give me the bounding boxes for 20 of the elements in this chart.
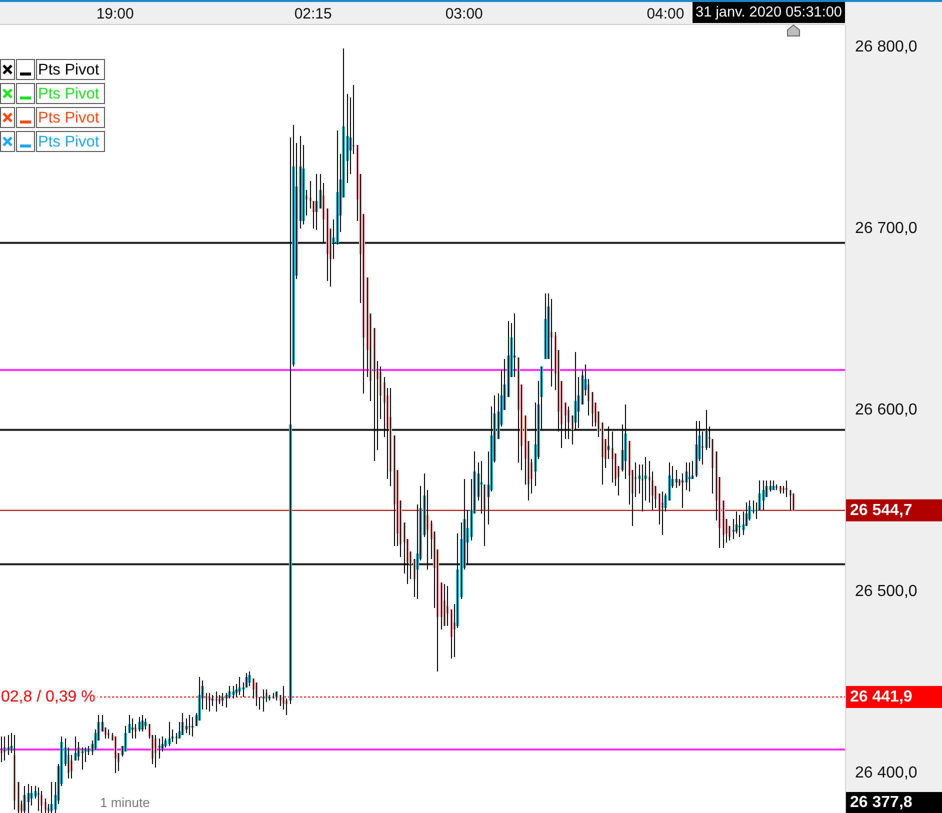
text: 26 377,8	[850, 794, 912, 811]
ref-line-label: 26 441,9	[850, 688, 912, 706]
y-tick-label: 26 400,0	[855, 764, 918, 782]
annotation: 02,8 / 0,39 %	[1, 688, 96, 706]
ref-line-label: 26 544,7	[850, 502, 912, 519]
x-tick-label: 19:00	[96, 6, 134, 22]
y-tick-label: 26 600,0	[855, 401, 918, 418]
x-tick-label: 04:00	[646, 6, 684, 22]
y-tick-label: 26 500,0	[855, 582, 918, 600]
x-tick-label: 02:15	[294, 6, 332, 22]
y-tick-label: 26 700,0	[855, 220, 918, 237]
legend-label: Pts Pivot	[38, 110, 100, 126]
text: 31 janv. 2020 05:31:00	[696, 4, 842, 20]
legend-label: Pts Pivot	[38, 86, 100, 102]
annotation: 1 minute	[100, 795, 150, 810]
y-tick-label: 26 800,0	[855, 38, 918, 56]
candlestick	[792, 493, 795, 510]
x-tick-label: 03:00	[445, 6, 483, 22]
legend-label: Pts Pivot	[38, 134, 100, 150]
legend-label: Pts Pivot	[38, 62, 100, 78]
